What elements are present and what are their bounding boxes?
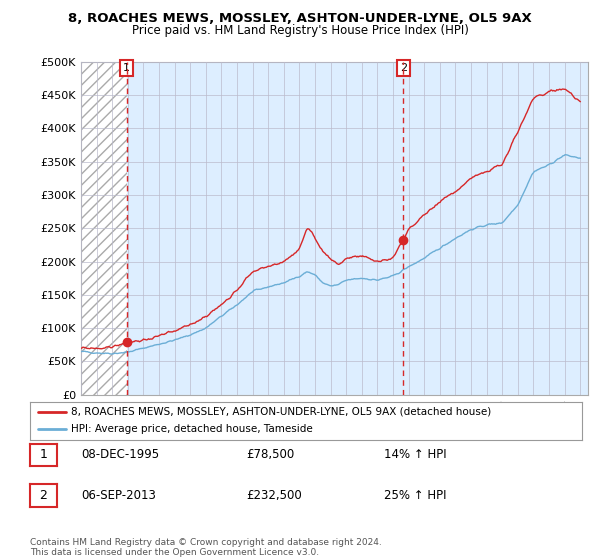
Text: 06-SEP-2013: 06-SEP-2013: [81, 489, 156, 502]
Text: 1: 1: [40, 448, 47, 461]
Text: 1: 1: [123, 63, 130, 73]
Text: £232,500: £232,500: [246, 489, 302, 502]
Text: 8, ROACHES MEWS, MOSSLEY, ASHTON-UNDER-LYNE, OL5 9AX (detached house): 8, ROACHES MEWS, MOSSLEY, ASHTON-UNDER-L…: [71, 407, 491, 417]
Text: 25% ↑ HPI: 25% ↑ HPI: [384, 489, 446, 502]
Text: £78,500: £78,500: [246, 448, 294, 461]
Text: HPI: Average price, detached house, Tameside: HPI: Average price, detached house, Tame…: [71, 424, 313, 435]
Text: 2: 2: [40, 489, 47, 502]
Text: 08-DEC-1995: 08-DEC-1995: [81, 448, 159, 461]
Text: Contains HM Land Registry data © Crown copyright and database right 2024.
This d: Contains HM Land Registry data © Crown c…: [30, 538, 382, 557]
Text: 8, ROACHES MEWS, MOSSLEY, ASHTON-UNDER-LYNE, OL5 9AX: 8, ROACHES MEWS, MOSSLEY, ASHTON-UNDER-L…: [68, 12, 532, 25]
Text: Price paid vs. HM Land Registry's House Price Index (HPI): Price paid vs. HM Land Registry's House …: [131, 24, 469, 36]
Text: 14% ↑ HPI: 14% ↑ HPI: [384, 448, 446, 461]
Bar: [81, 62, 127, 395]
Bar: [81, 62, 127, 395]
Text: 2: 2: [400, 63, 407, 73]
